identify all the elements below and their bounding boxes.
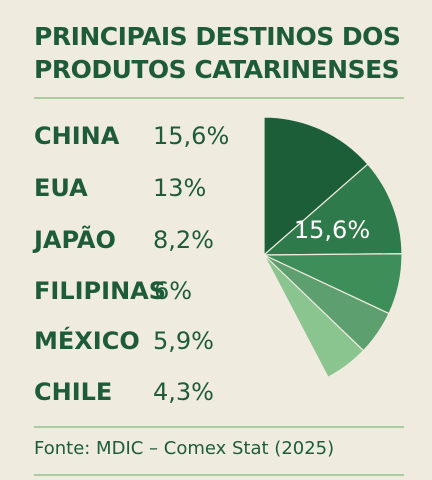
- value-label-3: 6%: [154, 277, 192, 305]
- value-label-1: 13%: [153, 174, 206, 202]
- value-label-5: 4,3%: [153, 378, 214, 406]
- pie-slices: 15,6%: [262, 116, 403, 379]
- category-label-1: EUA: [34, 174, 88, 202]
- value-label-4: 5,9%: [153, 327, 214, 355]
- source-note: Fonte: MDIC – Comex Stat (2025): [34, 438, 335, 459]
- pie-slice-1: [262, 163, 403, 256]
- chart-title: PRINCIPAIS DESTINOS DOS PRODUTOS CATARIN…: [34, 22, 401, 84]
- category-label-2: JAPÃO: [32, 225, 116, 254]
- category-label-5: CHILE: [34, 378, 112, 406]
- category-label-3: FILIPINAS: [34, 277, 166, 305]
- pie-slice-0: [263, 116, 369, 257]
- slice-label-0: 15,6%: [294, 216, 370, 244]
- title-divider: [34, 97, 404, 99]
- bottom-divider: [34, 474, 404, 476]
- value-label-2: 8,2%: [153, 226, 214, 254]
- pie-slice-4: [263, 254, 365, 379]
- source-divider: [34, 426, 404, 428]
- category-label-0: CHINA: [34, 122, 120, 150]
- category-label-4: MÉXICO: [34, 326, 140, 355]
- value-label-0: 15,6%: [153, 122, 229, 150]
